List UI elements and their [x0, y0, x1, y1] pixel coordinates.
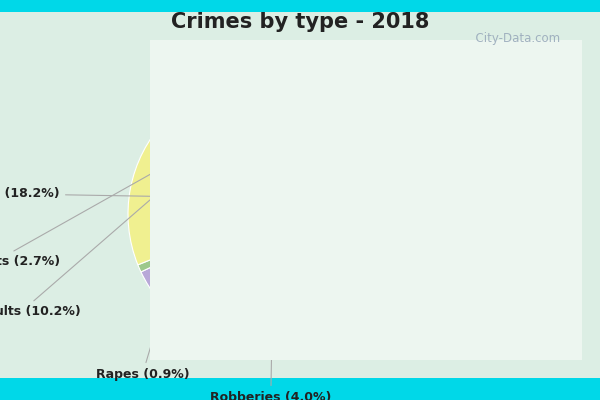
Text: City-Data.com: City-Data.com: [468, 32, 560, 45]
Wedge shape: [166, 105, 264, 214]
Text: Assaults (10.2%): Assaults (10.2%): [0, 128, 233, 318]
Text: Burglaries (18.2%): Burglaries (18.2%): [0, 187, 170, 200]
Text: Robberies (4.0%): Robberies (4.0%): [210, 125, 331, 400]
Text: Rapes (0.9%): Rapes (0.9%): [95, 254, 189, 381]
Text: Thefts (64.0%): Thefts (64.0%): [338, 248, 545, 273]
Wedge shape: [128, 120, 264, 265]
Wedge shape: [182, 78, 264, 214]
Text: Auto thefts (2.7%): Auto thefts (2.7%): [0, 146, 200, 268]
Wedge shape: [141, 82, 400, 350]
Text: Crimes by type - 2018: Crimes by type - 2018: [171, 12, 429, 32]
Wedge shape: [264, 78, 298, 214]
Wedge shape: [138, 214, 264, 272]
